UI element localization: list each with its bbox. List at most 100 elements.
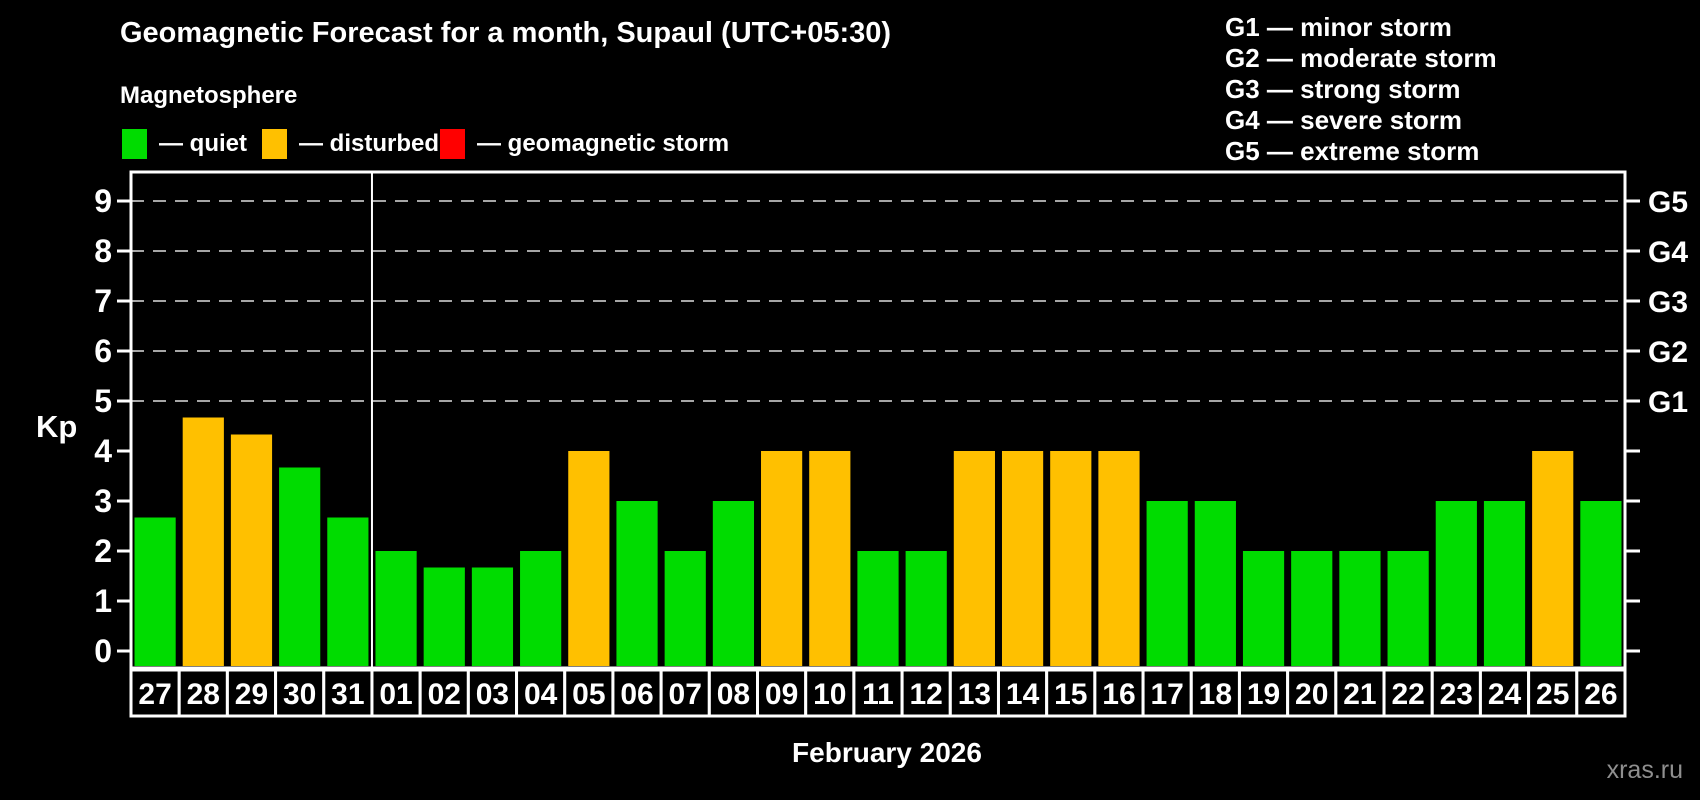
- g3-legend-row: G3 — strong storm: [1225, 74, 1461, 104]
- date-label-23: 23: [1440, 678, 1473, 711]
- date-box-25: [1527, 668, 1579, 718]
- date-box-09: [756, 668, 808, 718]
- bar-23: [1435, 501, 1477, 666]
- date-label-26: 26: [1584, 678, 1617, 711]
- y-tick-label-9: 9: [94, 183, 112, 219]
- date-label-28: 28: [187, 678, 220, 711]
- right-axis-label-G1: G1: [1648, 386, 1688, 419]
- date-label-01: 01: [379, 678, 412, 711]
- g1-legend-row: G1 — minor storm: [1225, 12, 1452, 42]
- date-box-14: [996, 668, 1049, 718]
- date-label-02: 02: [428, 678, 461, 711]
- date-box-11: [852, 668, 904, 718]
- bar-19: [1242, 551, 1285, 666]
- date-label-20: 20: [1295, 678, 1328, 711]
- y-tick-label-8: 8: [94, 233, 112, 269]
- legend-storm-label: — geomagnetic storm: [477, 129, 730, 157]
- bar-16: [1098, 451, 1140, 666]
- date-label-05: 05: [572, 678, 605, 711]
- bar-31: [327, 517, 369, 666]
- bar-17: [1146, 501, 1188, 666]
- right-axis-label-G2: G2: [1648, 336, 1688, 369]
- bar-07: [664, 551, 706, 666]
- date-label-18: 18: [1199, 678, 1232, 711]
- date-label-31: 31: [331, 678, 364, 711]
- date-label-03: 03: [476, 678, 509, 711]
- date-box-20: [1286, 668, 1338, 718]
- legend-item-disturbed: — disturbed: [262, 128, 439, 159]
- date-box-13: [948, 668, 1000, 718]
- right-axis-label-G5: G5: [1648, 186, 1688, 219]
- date-label-24: 24: [1488, 678, 1522, 711]
- date-label-14: 14: [1006, 678, 1040, 711]
- y-axis-label: Kp: [36, 409, 78, 444]
- date-label-07: 07: [669, 678, 702, 711]
- date-label-17: 17: [1150, 678, 1183, 711]
- date-box-17: [1141, 668, 1193, 718]
- date-box-24: [1478, 668, 1531, 718]
- date-box-22: [1382, 668, 1434, 718]
- date-label-11: 11: [862, 678, 894, 711]
- y-tick-label-0: 0: [94, 633, 112, 669]
- bar-02: [423, 567, 465, 666]
- date-label-10: 10: [813, 678, 846, 711]
- bar-28: [182, 417, 224, 666]
- date-box-26: [1575, 668, 1627, 718]
- date-label-27: 27: [138, 678, 171, 711]
- y-tick-label-5: 5: [94, 383, 112, 419]
- date-box-18: [1189, 668, 1241, 718]
- y-tick-label-3: 3: [94, 483, 112, 519]
- legend-item-storm: — geomagnetic storm: [440, 128, 729, 159]
- bar-30: [279, 467, 321, 666]
- bar-14: [1001, 451, 1044, 666]
- date-label-09: 09: [765, 678, 798, 711]
- chart-subtitle: Magnetosphere: [120, 82, 298, 109]
- g-scale-legend: G1 — minor storm G2 — moderate storm G3 …: [1225, 12, 1497, 167]
- watermark: xras.ru: [1606, 756, 1683, 784]
- right-axis-label-G4: G4: [1648, 236, 1688, 269]
- legend-item-quiet: — quiet: [122, 128, 247, 159]
- bar-20: [1291, 551, 1333, 666]
- date-label-04: 04: [524, 678, 558, 711]
- page-title: Geomagnetic Forecast for a month, Supaul…: [120, 17, 892, 49]
- bar-08: [712, 501, 755, 666]
- disturbed-color-swatch: [262, 128, 287, 159]
- g5-legend-row: G5 — extreme storm: [1225, 136, 1480, 166]
- bar-09: [761, 451, 803, 666]
- bar-12: [905, 551, 947, 666]
- date-box-30: [274, 668, 326, 718]
- bar-22: [1387, 551, 1429, 666]
- bar-04: [520, 551, 562, 666]
- y-tick-label-4: 4: [94, 433, 112, 469]
- date-label-08: 08: [717, 678, 750, 711]
- bar-27: [134, 517, 176, 666]
- date-box-04: [515, 668, 567, 718]
- storm-color-swatch: [440, 128, 465, 159]
- x-axis-label: February 2026: [792, 737, 982, 768]
- date-label-06: 06: [620, 678, 653, 711]
- bar-13: [953, 451, 995, 666]
- bar-10: [809, 451, 851, 666]
- y-tick-label-7: 7: [94, 283, 112, 319]
- date-label-21: 21: [1343, 678, 1376, 711]
- legend-quiet-label: — quiet: [159, 129, 247, 157]
- bar-29: [230, 434, 273, 666]
- bar-05: [568, 451, 610, 666]
- date-box-12: [900, 668, 952, 718]
- date-label-30: 30: [283, 678, 316, 711]
- date-label-19: 19: [1247, 678, 1280, 711]
- date-box-23: [1430, 668, 1482, 718]
- bar-06: [616, 501, 658, 666]
- bar-25: [1532, 451, 1574, 666]
- bar-15: [1050, 451, 1092, 666]
- date-box-10: [804, 668, 856, 718]
- date-box-02: [418, 668, 470, 718]
- date-label-16: 16: [1102, 678, 1135, 711]
- date-label-22: 22: [1391, 678, 1424, 711]
- bar-18: [1194, 501, 1236, 666]
- date-label-25: 25: [1536, 678, 1569, 711]
- date-label-13: 13: [958, 678, 991, 711]
- bar-24: [1483, 501, 1526, 666]
